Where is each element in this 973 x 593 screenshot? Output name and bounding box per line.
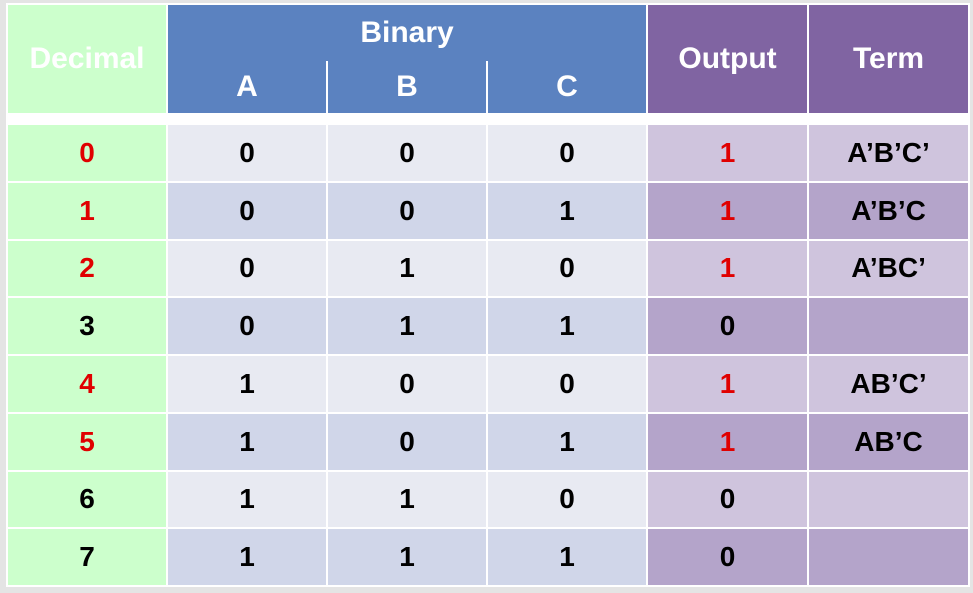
cell-decimal: 6 <box>6 469 168 530</box>
table-row: 2 0 1 0 1 A’BC’ <box>6 238 971 299</box>
cell-output: 0 <box>646 527 810 587</box>
cell-a: 0 <box>166 123 328 183</box>
header-output: Output <box>646 3 810 115</box>
cell-decimal: 3 <box>6 296 168 356</box>
cell-c: 0 <box>485 354 649 414</box>
cell-b: 0 <box>326 180 488 241</box>
cell-c: 0 <box>485 238 649 299</box>
cell-c: 1 <box>485 180 649 241</box>
cell-term: A’B’C’ <box>807 123 971 183</box>
cell-output: 0 <box>646 469 810 530</box>
cell-decimal: 1 <box>6 180 168 241</box>
cell-term: A’BC’ <box>807 238 971 299</box>
cell-b: 0 <box>326 411 488 472</box>
cell-c: 1 <box>485 527 649 587</box>
cell-b: 0 <box>326 123 488 183</box>
table-row: 0 0 0 0 1 A’B’C’ <box>6 123 971 183</box>
cell-output: 1 <box>646 180 810 241</box>
cell-decimal: 5 <box>6 411 168 472</box>
cell-term <box>807 527 971 587</box>
cell-output: 1 <box>646 411 810 472</box>
truth-table-container: Decimal Binary Output Term A B C 0 0 0 0 1 A’… <box>6 3 971 587</box>
header-term: Term <box>807 3 971 115</box>
table-row: 5 1 0 1 1 AB’C <box>6 411 971 472</box>
cell-b: 1 <box>326 238 488 299</box>
cell-c: 1 <box>485 411 649 472</box>
cell-term: AB’C’ <box>807 354 971 414</box>
cell-term: A’B’C <box>807 180 971 241</box>
cell-term <box>807 469 971 530</box>
cell-a: 1 <box>166 527 328 587</box>
cell-term <box>807 296 971 356</box>
table-body: 0 0 0 0 1 A’B’C’ 1 0 0 1 1 A’B’C 2 0 1 0 1 A’BC’ 3 0 1 1 0 4 1 0 0… <box>6 113 971 587</box>
cell-b: 1 <box>326 296 488 356</box>
cell-b: 1 <box>326 527 488 587</box>
cell-output: 1 <box>646 238 810 299</box>
header-a: A <box>166 61 328 115</box>
cell-a: 1 <box>166 469 328 530</box>
cell-term: AB’C <box>807 411 971 472</box>
cell-decimal: 2 <box>6 238 168 299</box>
table-row: 1 0 0 1 1 A’B’C <box>6 180 971 241</box>
header-b: B <box>326 61 488 115</box>
cell-decimal: 0 <box>6 123 168 183</box>
cell-output: 1 <box>646 123 810 183</box>
cell-a: 0 <box>166 238 328 299</box>
cell-a: 0 <box>166 296 328 356</box>
cell-decimal: 4 <box>6 354 168 414</box>
cell-c: 0 <box>485 123 649 183</box>
header-spacer <box>6 113 971 125</box>
cell-b: 1 <box>326 469 488 530</box>
cell-b: 0 <box>326 354 488 414</box>
cell-a: 1 <box>166 411 328 472</box>
cell-c: 1 <box>485 296 649 356</box>
cell-a: 0 <box>166 180 328 241</box>
cell-output: 1 <box>646 354 810 414</box>
cell-decimal: 7 <box>6 527 168 587</box>
truth-table: Decimal Binary Output Term A B C 0 0 0 0 1 A’… <box>6 3 971 587</box>
header-binary: Binary <box>165 3 649 61</box>
cell-a: 1 <box>166 354 328 414</box>
header-c: C <box>485 61 649 115</box>
header-decimal: Decimal <box>6 3 168 115</box>
cell-output: 0 <box>646 296 810 356</box>
cell-c: 0 <box>485 469 649 530</box>
table-row: 4 1 0 0 1 AB’C’ <box>6 354 971 414</box>
